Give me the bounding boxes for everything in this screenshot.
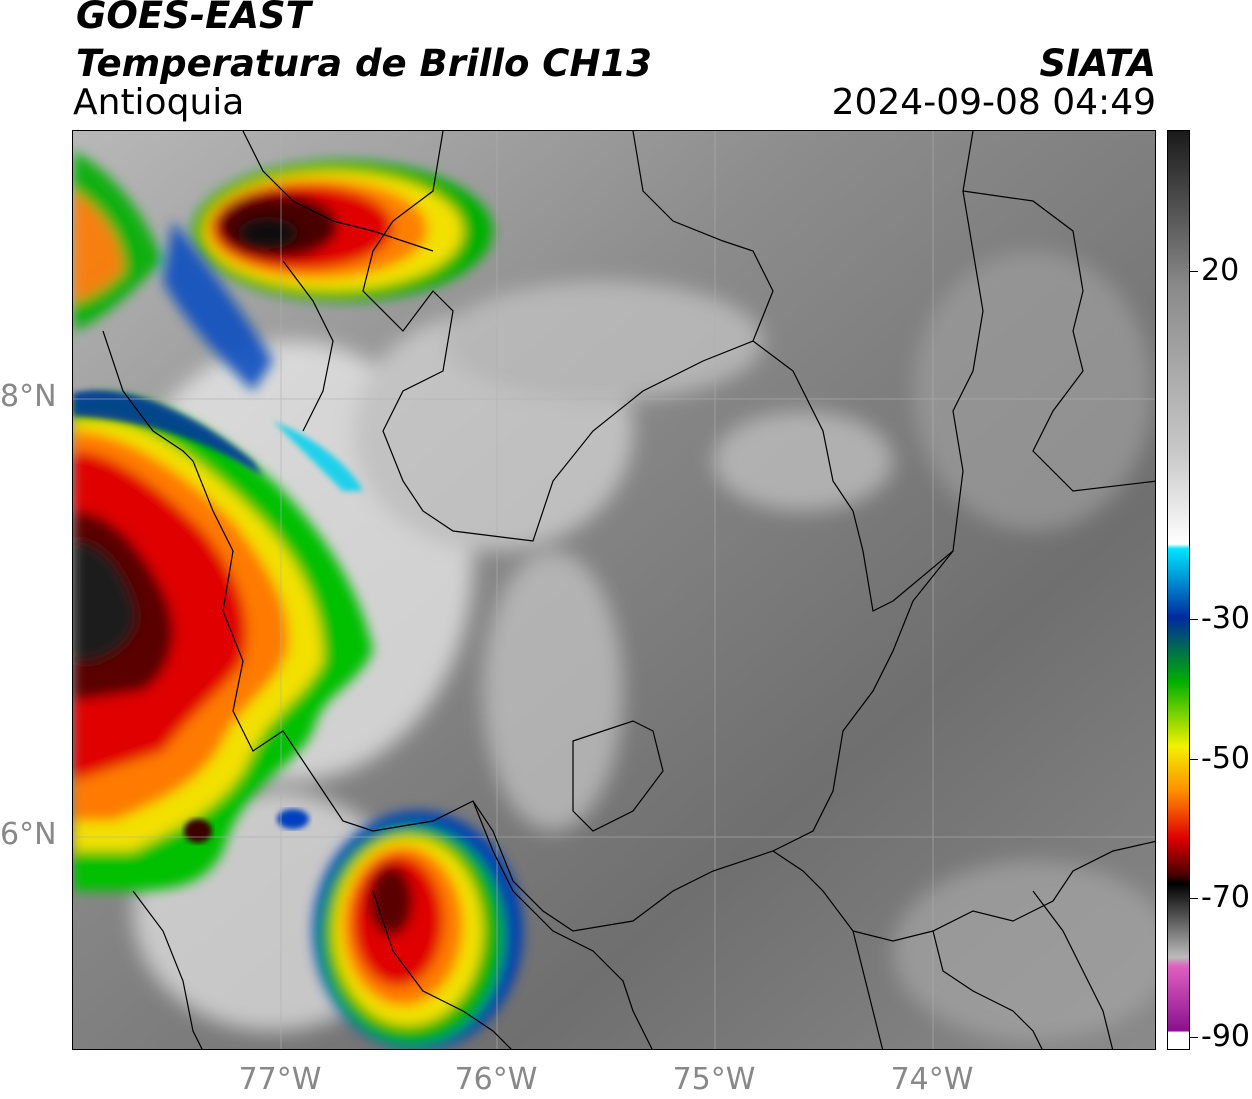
storm-south xyxy=(313,811,523,1049)
colorbar-label-20: 20 xyxy=(1201,252,1240,288)
storm-north xyxy=(193,161,493,301)
colorbar-tick xyxy=(1190,759,1198,760)
satellite-map[interactable] xyxy=(72,130,1156,1050)
lon-label-75w: 75°W xyxy=(672,1062,756,1097)
storm-west xyxy=(73,395,373,891)
colorbar-label-minus70: -70 xyxy=(1201,879,1250,915)
lat-label-6n: 6°N xyxy=(0,817,57,852)
colorbar-tick xyxy=(1190,619,1198,620)
colorbar-label-minus90: -90 xyxy=(1201,1018,1250,1054)
lon-label-74w: 74°W xyxy=(890,1062,974,1097)
product-title: Temperatura de Brillo CH13 xyxy=(76,42,652,85)
datetime-label: 2024-09-08 04:49 xyxy=(831,82,1156,123)
colorbar-label-minus30: -30 xyxy=(1201,600,1250,636)
satellite-title: GOES-EAST xyxy=(76,0,311,37)
lon-label-77w: 77°W xyxy=(238,1062,322,1097)
region-label: Antioquia xyxy=(73,82,245,123)
organization-label: SIATA xyxy=(1039,42,1156,85)
colorbar-tick xyxy=(1190,1037,1198,1038)
colorbar-tick xyxy=(1190,898,1198,899)
temperature-colorbar xyxy=(1167,130,1190,1050)
lon-label-76w: 76°W xyxy=(454,1062,538,1097)
colorbar-label-minus50: -50 xyxy=(1201,740,1250,776)
colorbar-tick xyxy=(1190,271,1198,272)
lat-label-8n: 8°N xyxy=(0,379,57,414)
